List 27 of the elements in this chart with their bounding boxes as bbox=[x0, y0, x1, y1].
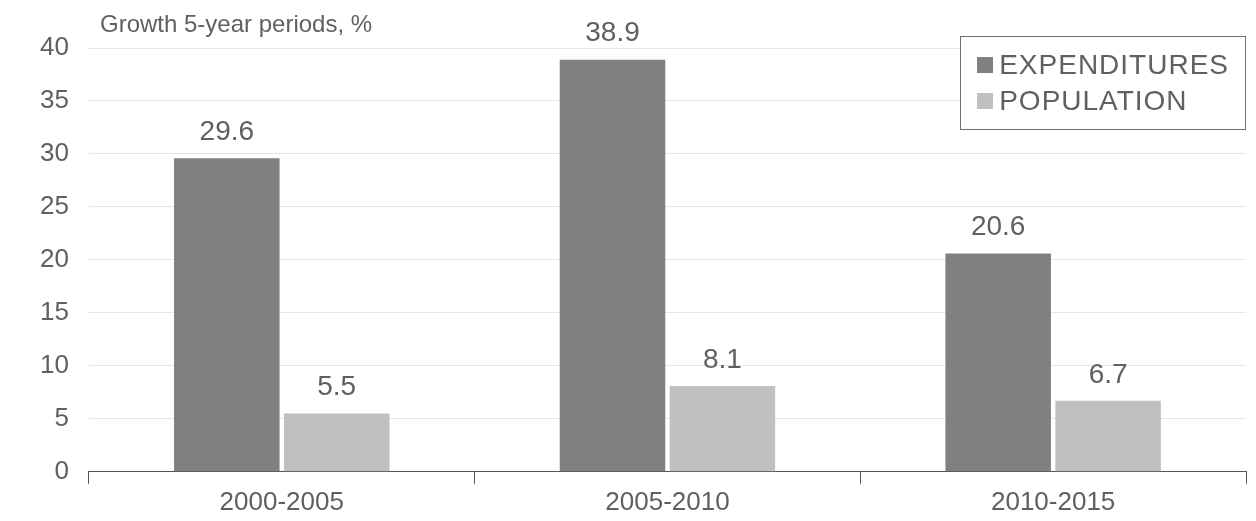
data-label: 5.5 bbox=[317, 370, 357, 402]
y-tick-label: 10 bbox=[40, 349, 69, 380]
y-tick-label: 20 bbox=[40, 243, 69, 274]
legend-label: EXPENDITURES bbox=[999, 49, 1229, 81]
y-tick-label: 25 bbox=[40, 190, 69, 221]
bar bbox=[669, 385, 776, 472]
data-label: 6.7 bbox=[1088, 357, 1128, 389]
y-tick-label: 0 bbox=[54, 454, 69, 485]
data-label: 8.1 bbox=[702, 342, 742, 374]
y-tick-label: 40 bbox=[40, 31, 69, 62]
x-tick-label: 2005-2010 bbox=[605, 485, 730, 516]
x-tick-label: 2010-2015 bbox=[990, 485, 1116, 516]
data-label: 20.6 bbox=[970, 210, 1026, 242]
chart-title: Growth 5-year periods, % bbox=[100, 10, 373, 38]
bar bbox=[174, 158, 280, 472]
data-label: 38.9 bbox=[585, 16, 640, 48]
y-tick-label: 5 bbox=[54, 402, 69, 432]
bar bbox=[945, 253, 1051, 472]
y-tick-label: 30 bbox=[40, 137, 69, 168]
y-tick-label: 35 bbox=[40, 84, 69, 115]
x-tick-label: 2000-2005 bbox=[219, 485, 344, 516]
bar bbox=[283, 413, 390, 472]
bar bbox=[559, 59, 666, 472]
y-tick-label: 15 bbox=[40, 296, 69, 327]
legend-label: POPULATION bbox=[999, 85, 1188, 117]
data-label: 29.6 bbox=[199, 114, 255, 146]
bar bbox=[1055, 400, 1161, 472]
